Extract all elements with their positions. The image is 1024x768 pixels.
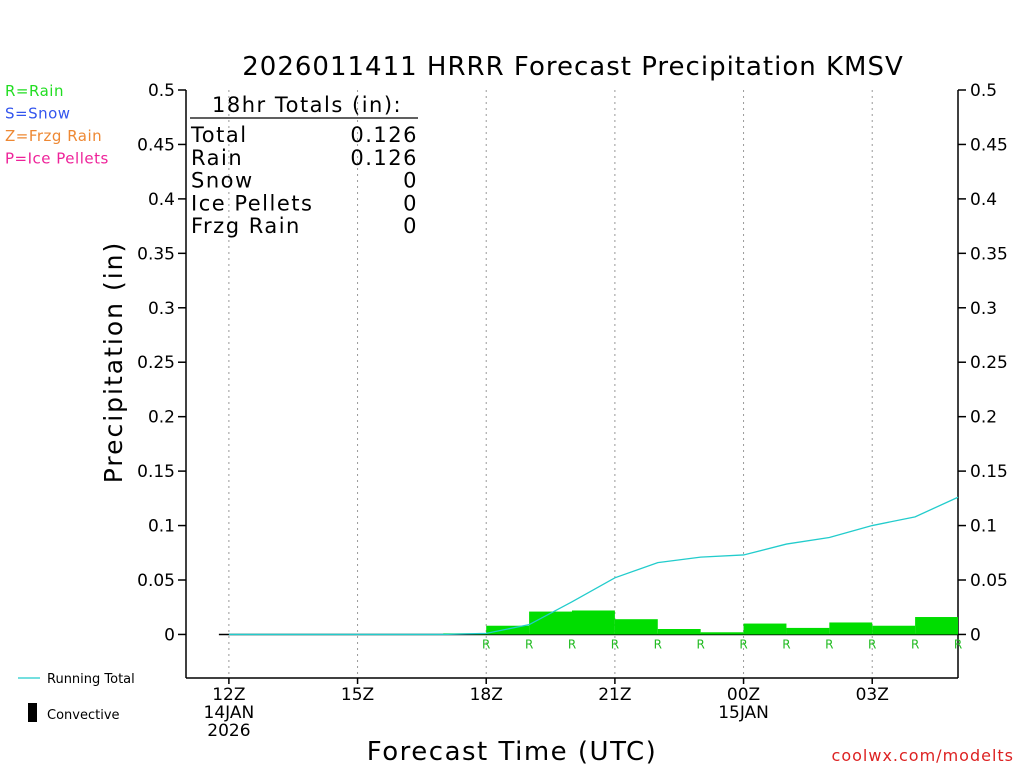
y-tick-label-right: 0.35 <box>970 244 1008 264</box>
precip-bar <box>829 622 873 635</box>
precip-type-letter: R <box>911 637 919 651</box>
y-axis-label: Precipitation (in) <box>99 241 128 484</box>
y-tick-label-left: 0.5 <box>148 81 175 101</box>
precip-type-letter: R <box>868 637 876 651</box>
convective-label: Convective <box>47 708 120 723</box>
x-tick-label: 12Z <box>212 685 245 705</box>
precip-bar <box>786 627 830 635</box>
totals-row-value: 0 <box>403 214 418 238</box>
totals-row-label: Rain <box>191 146 243 170</box>
y-tick-label-right: 0.5 <box>970 81 997 101</box>
x-tick-label: 15Z <box>341 685 374 705</box>
precip-type-letter: R <box>654 637 662 651</box>
convective-swatch <box>28 703 37 722</box>
source-credit: coolwx.com/modelts <box>832 746 1014 765</box>
precip-type-letter: R <box>482 637 490 651</box>
y-tick-label-left: 0.3 <box>148 299 175 319</box>
precip-bar <box>572 610 615 635</box>
y-tick-label-right: 0.2 <box>970 408 997 428</box>
y-tick-label-left: 0.35 <box>137 244 175 264</box>
y-tick-label-left: 0.2 <box>148 408 175 428</box>
y-tick-label-right: 0.1 <box>970 517 997 537</box>
precip-type-letter: R <box>954 637 962 651</box>
y-tick-label-right: 0 <box>970 625 981 645</box>
precip-type-letter: R <box>611 637 619 651</box>
precip-bar <box>872 625 916 635</box>
y-tick-label-left: 0 <box>164 625 175 645</box>
y-tick-label-right: 0.15 <box>970 462 1008 482</box>
totals-row-label: Frzg Rain <box>191 214 301 238</box>
totals-header: 18hr Totals (in): <box>212 93 402 117</box>
x-tick-label: 00Z <box>727 685 760 705</box>
precip-type-letter: R <box>568 637 576 651</box>
plot-frame <box>185 90 959 679</box>
y-tick-label-left: 0.25 <box>137 353 175 373</box>
chart-title: 2026011411 HRRR Forecast Precipitation K… <box>242 52 904 82</box>
grid-lines <box>228 90 873 678</box>
precip-type-letter: R <box>782 637 790 651</box>
bottom-legend: Running Total Convective <box>18 672 135 723</box>
y-tick-label-left: 0.4 <box>148 190 175 210</box>
totals-row-value: 0 <box>403 169 418 193</box>
y-tick-label-right: 0.4 <box>970 190 997 210</box>
running-total-label: Running Total <box>47 672 135 687</box>
y-tick-label-left: 0.1 <box>148 517 175 537</box>
precip-bar <box>614 619 658 635</box>
y-tick-label-left: 0.45 <box>137 135 175 155</box>
precip-type-legend-item: P=Ice Pellets <box>5 150 109 168</box>
totals-rows: Total 0.126 Rain 0.126 Snow 0 Ice Pellets 0 Frzg… <box>190 123 418 238</box>
x-tick-label: 2026 <box>207 721 250 741</box>
precip-bar <box>915 617 958 635</box>
precip-type-letter: R <box>696 637 704 651</box>
precip-type-legend: R=Rain S=Snow Z=Frzg Rain P=Ice Pellets <box>5 82 109 168</box>
y-tick-label-right: 0.3 <box>970 299 997 319</box>
precip-type-legend-item: Z=Frzg Rain <box>5 127 102 145</box>
precip-bar <box>486 625 530 635</box>
precip-bar <box>743 623 787 635</box>
totals-box: 18hr Totals (in): Total 0.126 Rain 0.126 Sno… <box>190 93 418 238</box>
precip-type-letter: R <box>739 637 747 651</box>
precip-type-letter: R <box>825 637 833 651</box>
precip-bar <box>700 632 744 635</box>
x-tick-label: 03Z <box>856 685 889 705</box>
hourly-precip-bars <box>443 610 958 635</box>
precip-bar <box>657 629 701 635</box>
y-tick-label-left: 0.15 <box>137 462 175 482</box>
x-tick-label: 15JAN <box>718 703 769 723</box>
y-tick-label-right: 0.45 <box>970 135 1008 155</box>
running-total-line <box>228 496 959 636</box>
precip-type-letter: R <box>525 637 533 651</box>
totals-row-label: Snow <box>191 169 254 193</box>
y-tick-label-left: 0.05 <box>137 571 175 591</box>
totals-row-value: 0.126 <box>350 146 418 170</box>
totals-row-label: Total <box>190 123 248 147</box>
y-tick-label-right: 0.25 <box>970 353 1008 373</box>
y-tick-label-right: 0.05 <box>970 571 1008 591</box>
x-tick-label: 21Z <box>598 685 631 705</box>
precip-type-legend-item: R=Rain <box>5 82 64 100</box>
precip-type-legend-item: S=Snow <box>5 105 71 123</box>
totals-row-value: 0 <box>403 191 418 215</box>
x-tick-label: 14JAN <box>204 703 255 723</box>
precip-bar <box>529 611 572 635</box>
y-axis-left: 0 0.05 0.1 0.15 0.2 0.25 0.3 0.35 0.4 0.45 0.5 <box>137 81 186 645</box>
totals-row-value: 0.126 <box>350 123 418 147</box>
x-tick-label: 18Z <box>470 685 503 705</box>
totals-row-label: Ice Pellets <box>191 191 313 215</box>
y-axis-right: 0 0.05 0.1 0.15 0.2 0.25 0.3 0.35 0.4 0.45 0.5 <box>958 81 1008 645</box>
x-axis-label: Forecast Time (UTC) <box>367 737 658 767</box>
